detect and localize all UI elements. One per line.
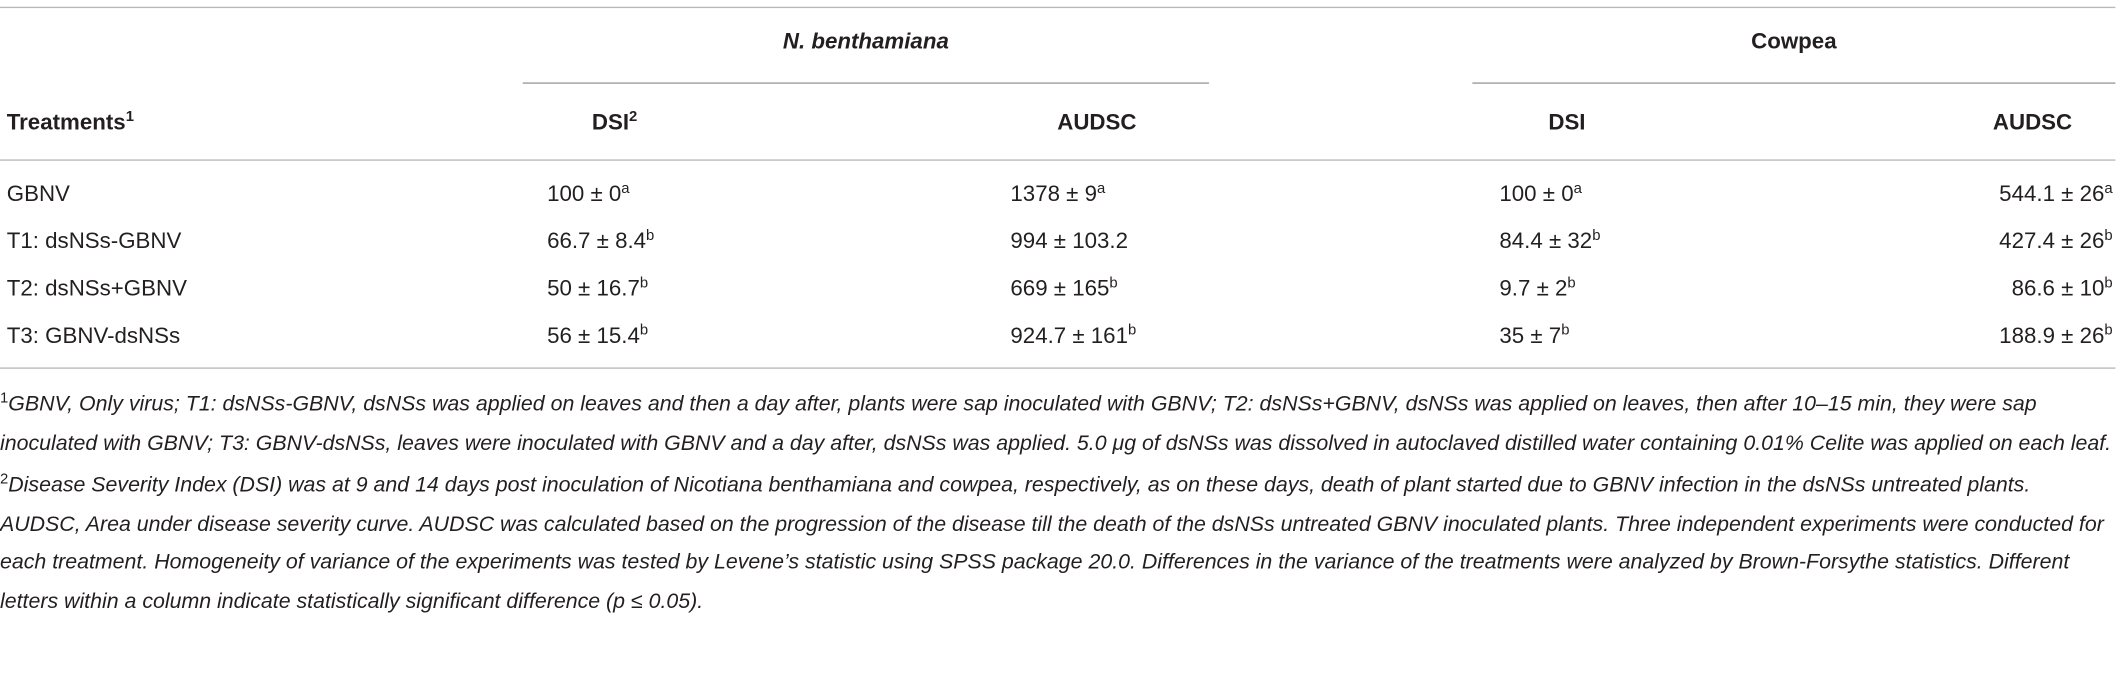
superscript: b [2104, 227, 2113, 245]
table-cell-text: 50 ± 16.7 [547, 276, 640, 301]
table-cell-text: 188.9 ± 26 [1999, 323, 2105, 349]
table-cell-text: 669 ± 165 [1010, 276, 1110, 301]
column-header-text: AUDSC [1992, 110, 2073, 135]
table-cell-text: 56 ± 15.4 [547, 323, 640, 349]
row-label: T1: dsNSs-GBNV [6, 229, 182, 254]
superscript: b [1561, 322, 1570, 339]
footnote: 2Disease Severity Index (DSI) was at 9 a… [0, 467, 2115, 621]
rule [0, 6, 2116, 9]
column-header: AUDSC [1057, 110, 1137, 135]
column-header: DSI [1548, 110, 1586, 135]
table-cell: 100 ± 0a [547, 180, 630, 207]
table-cell-text: 1378 ± 9 [1010, 182, 1097, 207]
superscript: a [621, 180, 630, 197]
column-header-text: DSI [591, 110, 630, 135]
footnote-text: Disease Severity Index (DSI) was at 9 an… [0, 474, 2104, 613]
column-header: DSI2 [591, 109, 638, 135]
table-cell-text: 924.7 ± 161 [1010, 323, 1128, 349]
rule [0, 159, 2116, 161]
row-label-text: GBNV [6, 182, 70, 207]
row-label-text: T1: dsNSs-GBNV [6, 229, 182, 254]
table-cell: 35 ± 7b [1499, 322, 1570, 349]
superscript: b [1592, 227, 1601, 245]
table-cell-text: 544.1 ± 26 [1999, 182, 2105, 207]
table-cell: 56 ± 15.4b [547, 322, 649, 349]
footnotes: 1GBNV, Only virus; T1: dsNSs-GBNV, dsNSs… [0, 386, 2115, 625]
superscript: b [1109, 275, 1118, 292]
footnote-text: GBNV, Only virus; T1: dsNSs-GBNV, dsNSs … [0, 393, 2112, 455]
footnote-mark: 2 [0, 471, 9, 488]
superscript: a [1096, 180, 1106, 197]
table-cell: 544.1 ± 26a [1999, 180, 2113, 207]
superscript: b [646, 227, 655, 245]
table-cell: 100 ± 0a [1499, 180, 1582, 207]
column-header-text: DSI [1548, 110, 1586, 135]
table-cell: 188.9 ± 26b [1999, 322, 2113, 349]
row-label: T2: dsNSs+GBNV [7, 278, 187, 300]
table-cell-text: 427.4 ± 26 [1999, 229, 2105, 254]
superscript: b [2104, 275, 2113, 292]
table-cell: 86.6 ± 10b [2011, 275, 2113, 301]
table-cell-text: 35 ± 7 [1499, 323, 1562, 349]
superscript: b [1127, 322, 1137, 339]
column-header-text: Treatments [6, 110, 126, 135]
row-label: T3: GBNV-dsNSs [7, 325, 180, 347]
row-label: GBNV [7, 183, 70, 205]
superscript: 2 [629, 109, 638, 126]
footnote-mark: 1 [0, 390, 9, 407]
column-header: Treatments1 [6, 109, 134, 135]
table-cell: 994 ± 103.2 [1010, 229, 1128, 254]
table-cell: 9.7 ± 2b [1499, 275, 1576, 301]
table-cell: 66.7 ± 8.4b [547, 227, 655, 254]
group-rule [522, 82, 1209, 84]
table-cell: 669 ± 165b [1010, 275, 1118, 301]
table-cell: 1378 ± 9a [1010, 180, 1106, 207]
superscript: 1 [125, 109, 134, 126]
superscript: b [1567, 275, 1576, 292]
superscript: a [2104, 180, 2113, 197]
table-cell: 427.4 ± 26b [1999, 227, 2113, 254]
group-rule [1472, 82, 2116, 84]
table-cell-text: 84.4 ± 32 [1499, 229, 1593, 254]
group-header: Cowpea [1751, 29, 1837, 54]
row-label-text: T2: dsNSs+GBNV [6, 276, 187, 301]
superscript: b [639, 322, 649, 339]
column-header-text: AUDSC [1057, 110, 1137, 135]
row-label-text: T3: GBNV-dsNSs [6, 323, 181, 349]
superscript: b [639, 275, 649, 292]
superscript: a [1573, 180, 1582, 197]
table-cell-text: 66.7 ± 8.4 [547, 229, 647, 254]
table-cell-text: 86.6 ± 10 [2011, 276, 2105, 301]
table-cell-text: 9.7 ± 2 [1499, 276, 1568, 301]
table-cell: 84.4 ± 32b [1499, 227, 1601, 254]
footnote: 1GBNV, Only virus; T1: dsNSs-GBNV, dsNSs… [0, 386, 2115, 463]
rule [0, 367, 2116, 369]
table-cell-text: 100 ± 0 [1499, 182, 1574, 207]
superscript: b [2104, 322, 2113, 339]
table-cell: 924.7 ± 161b [1010, 322, 1137, 349]
column-header: AUDSC [1992, 110, 2073, 135]
table-cell: 50 ± 16.7b [547, 275, 649, 301]
group-header: N. benthamiana [782, 29, 949, 54]
table-cell-text: 100 ± 0 [547, 182, 622, 207]
table-cell-text: 994 ± 103.2 [1010, 229, 1128, 254]
